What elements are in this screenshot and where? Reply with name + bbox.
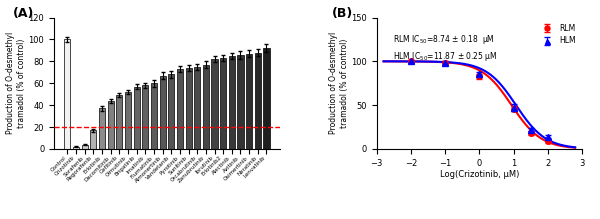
- Bar: [160, 76, 166, 149]
- Bar: [246, 54, 252, 149]
- Text: RLM IC$_{50}$=8.74 ± 0.18  μM: RLM IC$_{50}$=8.74 ± 0.18 μM: [393, 33, 495, 46]
- Bar: [194, 67, 200, 149]
- Bar: [64, 39, 70, 149]
- Bar: [116, 95, 122, 149]
- Y-axis label: Production of O-desmethyl
tramadol (% of control): Production of O-desmethyl tramadol (% of…: [329, 32, 349, 134]
- Bar: [203, 65, 209, 149]
- Bar: [151, 83, 157, 149]
- Bar: [142, 85, 148, 149]
- Text: (A): (A): [13, 7, 35, 20]
- Bar: [220, 58, 226, 149]
- Bar: [177, 69, 183, 149]
- Bar: [107, 101, 113, 149]
- X-axis label: Log(Crizotinib, μM): Log(Crizotinib, μM): [440, 170, 519, 179]
- Text: (B): (B): [332, 7, 353, 20]
- Bar: [238, 55, 244, 149]
- Bar: [134, 87, 140, 149]
- Bar: [255, 53, 261, 149]
- Bar: [185, 68, 191, 149]
- Bar: [125, 92, 131, 149]
- Bar: [211, 59, 218, 149]
- Y-axis label: Production of O-desmethyl
tramadol (% of control): Production of O-desmethyl tramadol (% of…: [7, 32, 26, 134]
- Bar: [90, 130, 97, 149]
- Bar: [82, 145, 88, 149]
- Bar: [229, 56, 235, 149]
- Bar: [73, 147, 79, 149]
- Legend: RLM, HLM: RLM, HLM: [539, 21, 578, 48]
- Text: HLM IC$_{50}$=11.87 ± 0.25 μM: HLM IC$_{50}$=11.87 ± 0.25 μM: [393, 50, 498, 63]
- Bar: [263, 48, 269, 149]
- Bar: [168, 74, 174, 149]
- Bar: [99, 108, 105, 149]
